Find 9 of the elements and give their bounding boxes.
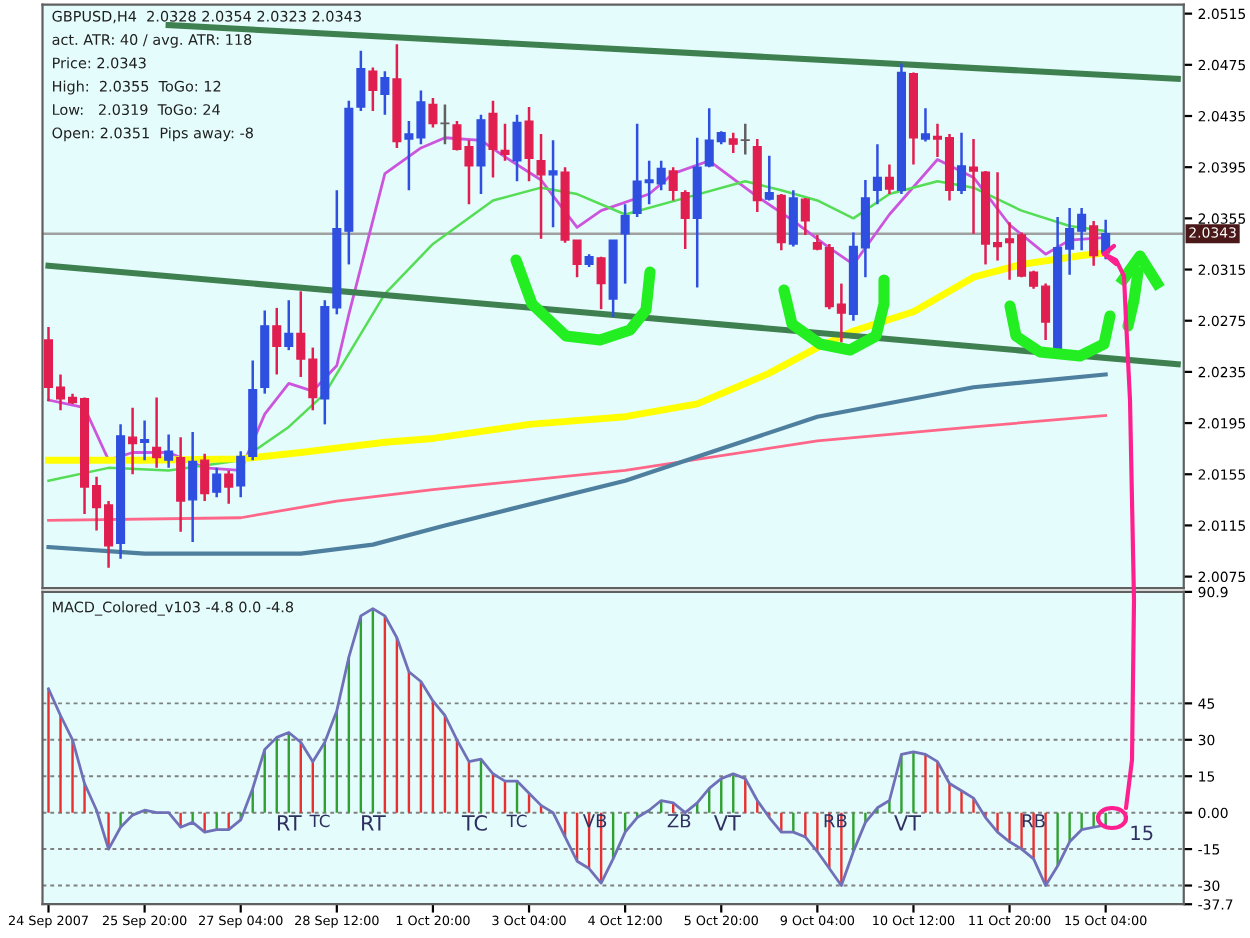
annotation: TC [506, 814, 527, 828]
annotation: TC [309, 814, 330, 828]
annotation: TC [461, 815, 487, 831]
annotation: 15 [1131, 825, 1153, 841]
annotation: RT [362, 815, 386, 831]
annotation: RT [277, 815, 302, 831]
annotation: ZB [667, 814, 691, 828]
annotation: VT [713, 815, 741, 831]
annotation: VT [894, 815, 921, 831]
